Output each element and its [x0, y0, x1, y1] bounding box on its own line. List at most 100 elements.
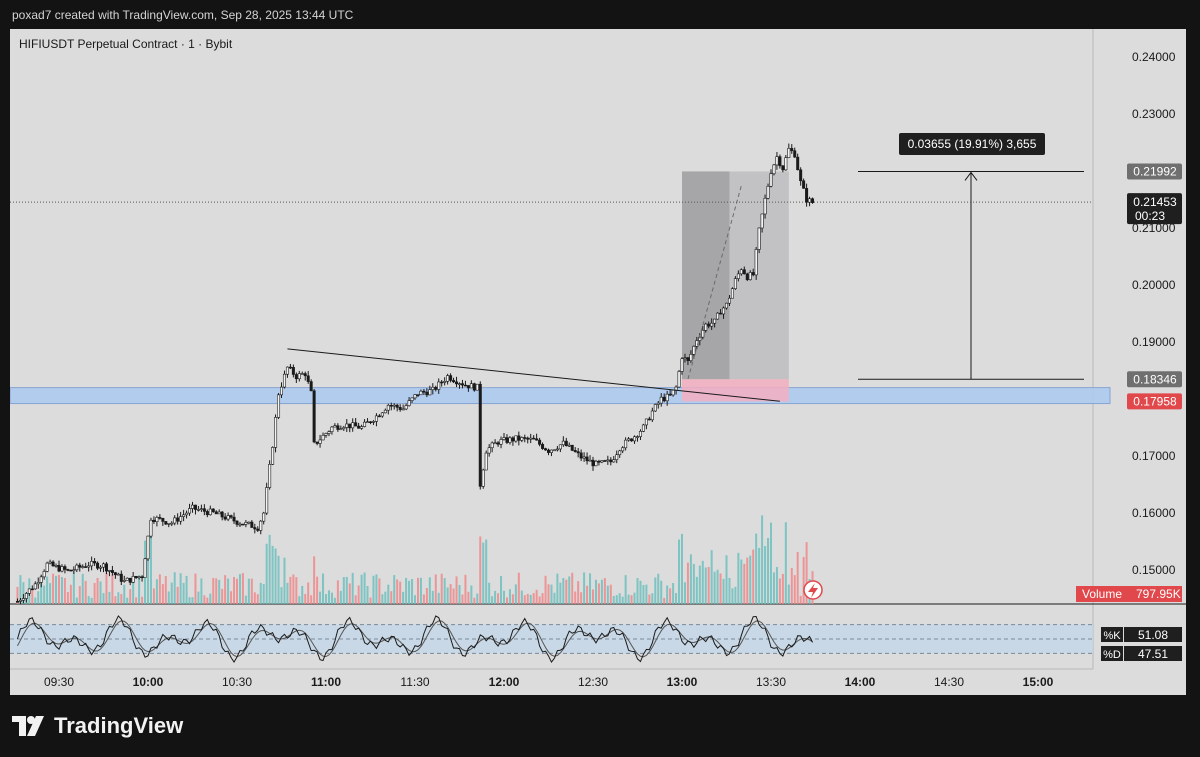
- tradingview-logo[interactable]: TradingView: [12, 713, 183, 739]
- candle-body: [766, 185, 770, 199]
- volume-bar: [345, 576, 348, 604]
- time-tick-label: 13:30: [756, 675, 786, 689]
- volume-bar: [173, 572, 176, 604]
- volume-bar: [553, 592, 556, 604]
- candle-body: [535, 438, 539, 441]
- stoch-k-line: [16, 615, 813, 663]
- volume-bar: [796, 551, 799, 604]
- candle-body: [158, 517, 162, 519]
- volume-bar: [393, 575, 396, 604]
- price-label: 0.21992: [1133, 164, 1177, 178]
- volume-bar: [292, 574, 295, 604]
- volume-bar: [182, 582, 185, 604]
- candle-body: [739, 269, 743, 275]
- volume-bar: [155, 579, 158, 604]
- volume-bar: [565, 579, 568, 604]
- position-filled-zone: [682, 171, 730, 380]
- volume-bar: [37, 591, 40, 604]
- candle-body: [692, 345, 696, 355]
- candle-body: [431, 386, 435, 390]
- volume-bar: [22, 582, 25, 604]
- volume-bar: [218, 579, 221, 604]
- candle-body: [668, 393, 672, 396]
- volume-bar: [336, 580, 339, 604]
- volume-bar: [69, 584, 72, 604]
- volume-bar: [630, 595, 633, 604]
- candle-body: [511, 437, 515, 442]
- candle-body: [377, 415, 381, 418]
- volume-bar: [627, 594, 630, 604]
- volume-bar: [147, 552, 149, 604]
- candle-body: [87, 565, 91, 568]
- candle-body: [434, 386, 438, 390]
- volume-bar: [66, 591, 69, 604]
- candle-body: [354, 422, 358, 427]
- volume-bar: [686, 562, 689, 604]
- candle-body: [93, 561, 97, 564]
- candle-body: [713, 318, 717, 324]
- candle-body: [146, 535, 150, 560]
- volume-label-box: [1076, 586, 1182, 602]
- volume-bar: [93, 582, 96, 604]
- candle-body: [653, 404, 657, 412]
- volume-bar: [675, 593, 678, 604]
- candle-body: [733, 278, 737, 289]
- volume-bar: [651, 593, 654, 604]
- candle-body: [330, 426, 334, 432]
- volume-bar: [43, 585, 46, 604]
- chart-caption: poxad7 created with TradingView.com, Sep…: [12, 8, 354, 22]
- volume-bar: [339, 590, 342, 604]
- volume-bar: [589, 573, 592, 604]
- chart-frame[interactable]: 0.03655 (19.91%) 3,655 0.24000 0.23000 0.21…: [10, 29, 1186, 695]
- volume-bar: [755, 533, 758, 604]
- chart-canvas[interactable]: 0.03655 (19.91%) 3,655 0.24000 0.23000 0.21…: [10, 29, 1186, 695]
- candle-body: [90, 561, 94, 567]
- candle-body: [217, 511, 221, 515]
- candle-body: [704, 323, 708, 331]
- volume-bar: [443, 578, 446, 604]
- candle-body: [805, 188, 809, 203]
- candle-body: [579, 452, 583, 459]
- volume-bar: [508, 589, 511, 604]
- candle-body: [576, 451, 580, 454]
- candle-body: [603, 460, 607, 462]
- candle-body: [161, 517, 165, 522]
- candle-body: [546, 449, 550, 453]
- candle-body: [635, 436, 639, 438]
- candle-body: [185, 512, 189, 516]
- volume-bar: [704, 567, 707, 604]
- volume-bar: [81, 573, 84, 604]
- candle-body: [262, 512, 266, 522]
- volume-bar: [330, 592, 333, 604]
- volume-bar: [295, 577, 298, 604]
- candle-body: [469, 383, 473, 389]
- candle-body: [549, 449, 553, 453]
- candle-body: [808, 198, 812, 203]
- price-label-box: [1127, 371, 1182, 388]
- candle-body: [99, 566, 103, 569]
- volume-bar: [428, 577, 431, 604]
- candle-body: [618, 450, 622, 456]
- candle-body: [66, 569, 70, 571]
- candle-body: [716, 312, 720, 320]
- candle-body: [781, 165, 785, 171]
- stoch-d-value-box: [1124, 646, 1182, 661]
- volume-bar: [618, 593, 621, 604]
- volume-bar: [316, 576, 319, 604]
- volume-bar: [158, 574, 161, 604]
- candle-body: [745, 273, 749, 280]
- volume-bar: [633, 592, 636, 604]
- candle-body: [113, 572, 117, 576]
- volume-bar: [241, 573, 244, 604]
- volume-bar: [87, 596, 90, 604]
- candle-body: [689, 354, 693, 361]
- volume-bar: [215, 578, 218, 604]
- candle-body: [775, 156, 779, 166]
- volume-bar: [289, 576, 292, 604]
- candle-body: [110, 570, 114, 573]
- candle-body: [567, 444, 571, 447]
- candle-body: [102, 563, 106, 568]
- volume-bar: [304, 593, 307, 604]
- volume-bar: [129, 589, 132, 604]
- volume-bar: [746, 557, 749, 604]
